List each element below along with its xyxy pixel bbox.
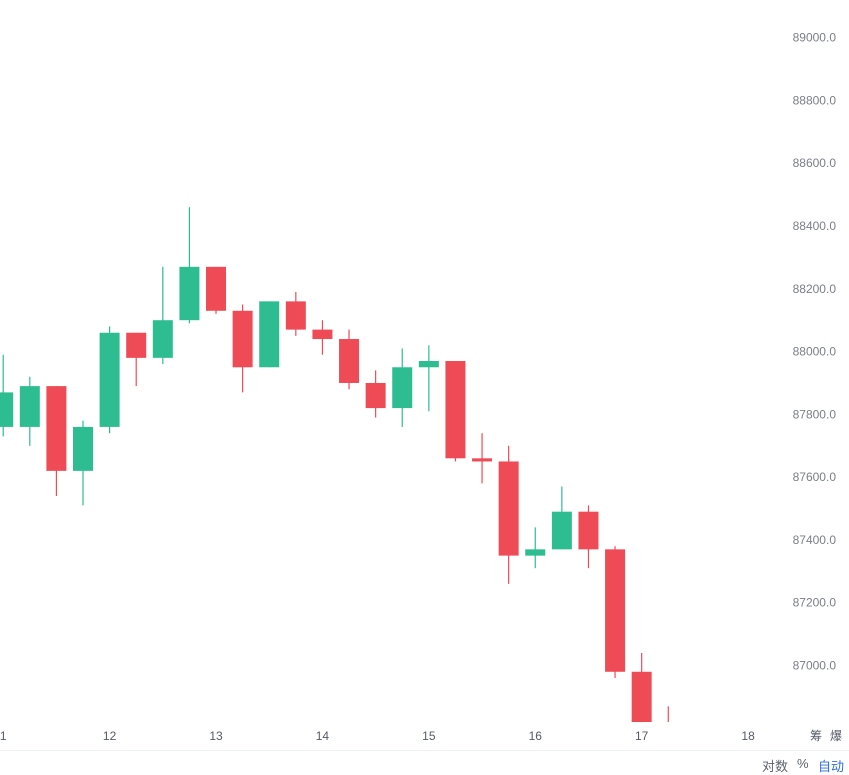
- x-tick-label: 17: [635, 729, 649, 743]
- log-scale-button[interactable]: 对数: [762, 759, 789, 774]
- y-tick-label: 88800.0: [793, 93, 837, 107]
- candles-layer: [0, 207, 679, 741]
- candle[interactable]: [206, 266, 227, 314]
- chip-overlay-label[interactable]: 筹: [810, 729, 822, 743]
- candle[interactable]: [445, 361, 466, 462]
- time-axis-background: [0, 722, 849, 750]
- candle[interactable]: [152, 266, 173, 365]
- candle[interactable]: [0, 354, 14, 437]
- candle[interactable]: [392, 348, 413, 427]
- candle[interactable]: [179, 207, 200, 324]
- candle[interactable]: [472, 433, 493, 484]
- candle-body: [578, 511, 599, 550]
- candle[interactable]: [232, 304, 253, 393]
- y-tick-label: 87600.0: [793, 470, 837, 484]
- candle-body: [73, 426, 94, 471]
- y-tick-label: 87800.0: [793, 407, 837, 421]
- candle[interactable]: [339, 329, 360, 390]
- candle[interactable]: [46, 386, 67, 496]
- candle-body: [498, 461, 519, 556]
- candle[interactable]: [126, 332, 147, 387]
- candle-body: [551, 511, 572, 550]
- candle[interactable]: [551, 486, 572, 550]
- chart-bottom-bar: 对数 % 自动: [0, 750, 849, 774]
- candle-body: [206, 266, 227, 311]
- candle[interactable]: [99, 326, 120, 434]
- candle[interactable]: [285, 291, 306, 336]
- x-tick-label: 14: [316, 729, 330, 743]
- x-tick-label: 18: [741, 729, 755, 743]
- candle-body: [0, 392, 14, 427]
- candle-body: [605, 549, 626, 672]
- y-tick-label: 87000.0: [793, 658, 837, 672]
- candle[interactable]: [19, 376, 40, 446]
- x-tick-label: 13: [209, 729, 223, 743]
- candle[interactable]: [578, 505, 599, 569]
- candle[interactable]: [498, 445, 519, 584]
- y-tick-label: 88200.0: [793, 282, 837, 296]
- candle[interactable]: [312, 320, 333, 355]
- x-tick-label: 16: [529, 729, 543, 743]
- candle-body: [126, 332, 147, 358]
- candle[interactable]: [259, 301, 280, 368]
- y-tick-label: 88000.0: [793, 345, 837, 359]
- x-tick-label: 12: [103, 729, 117, 743]
- candle[interactable]: [365, 370, 386, 418]
- candle-body: [445, 361, 466, 459]
- candle-body: [472, 458, 493, 462]
- candle[interactable]: [418, 345, 439, 412]
- price-axis[interactable]: 89000.0 88800.0 88600.0 88400.0 88200.0 88000…: [793, 31, 837, 673]
- candle[interactable]: [525, 527, 546, 569]
- y-tick-label: 87400.0: [793, 533, 837, 547]
- candle-body: [46, 386, 67, 471]
- candle-body: [392, 367, 413, 409]
- candle-body: [525, 549, 546, 556]
- y-tick-label: 88400.0: [793, 219, 837, 233]
- candle[interactable]: [631, 652, 652, 732]
- y-tick-label: 88600.0: [793, 156, 837, 170]
- y-tick-label: 87200.0: [793, 596, 837, 610]
- candlestick-chart[interactable]: 89000.0 88800.0 88600.0 88400.0 88200.0 88000…: [0, 0, 849, 750]
- candle-body: [339, 339, 360, 383]
- candle-body: [99, 332, 120, 427]
- auto-scale-button[interactable]: 自动: [818, 759, 845, 774]
- liquidation-overlay-label[interactable]: 爆: [830, 729, 842, 743]
- x-tick-label: 1: [0, 729, 7, 743]
- candle-body: [631, 671, 652, 729]
- candle[interactable]: [73, 420, 94, 506]
- x-tick-label: 15: [422, 729, 436, 743]
- candle-body: [152, 320, 173, 358]
- time-axis[interactable]: 1 12 13 14 15 16 17 18 筹爆: [0, 722, 849, 750]
- candle-body: [312, 329, 333, 340]
- percent-scale-button[interactable]: %: [797, 756, 809, 771]
- candle-body: [179, 266, 200, 321]
- y-tick-label: 89000.0: [793, 31, 837, 45]
- candle-body: [19, 386, 40, 427]
- candle-body: [232, 310, 253, 368]
- candle-body: [285, 301, 306, 330]
- candle-body: [418, 361, 439, 368]
- candle[interactable]: [605, 546, 626, 679]
- candle-body: [259, 301, 280, 368]
- candle-body: [365, 382, 386, 409]
